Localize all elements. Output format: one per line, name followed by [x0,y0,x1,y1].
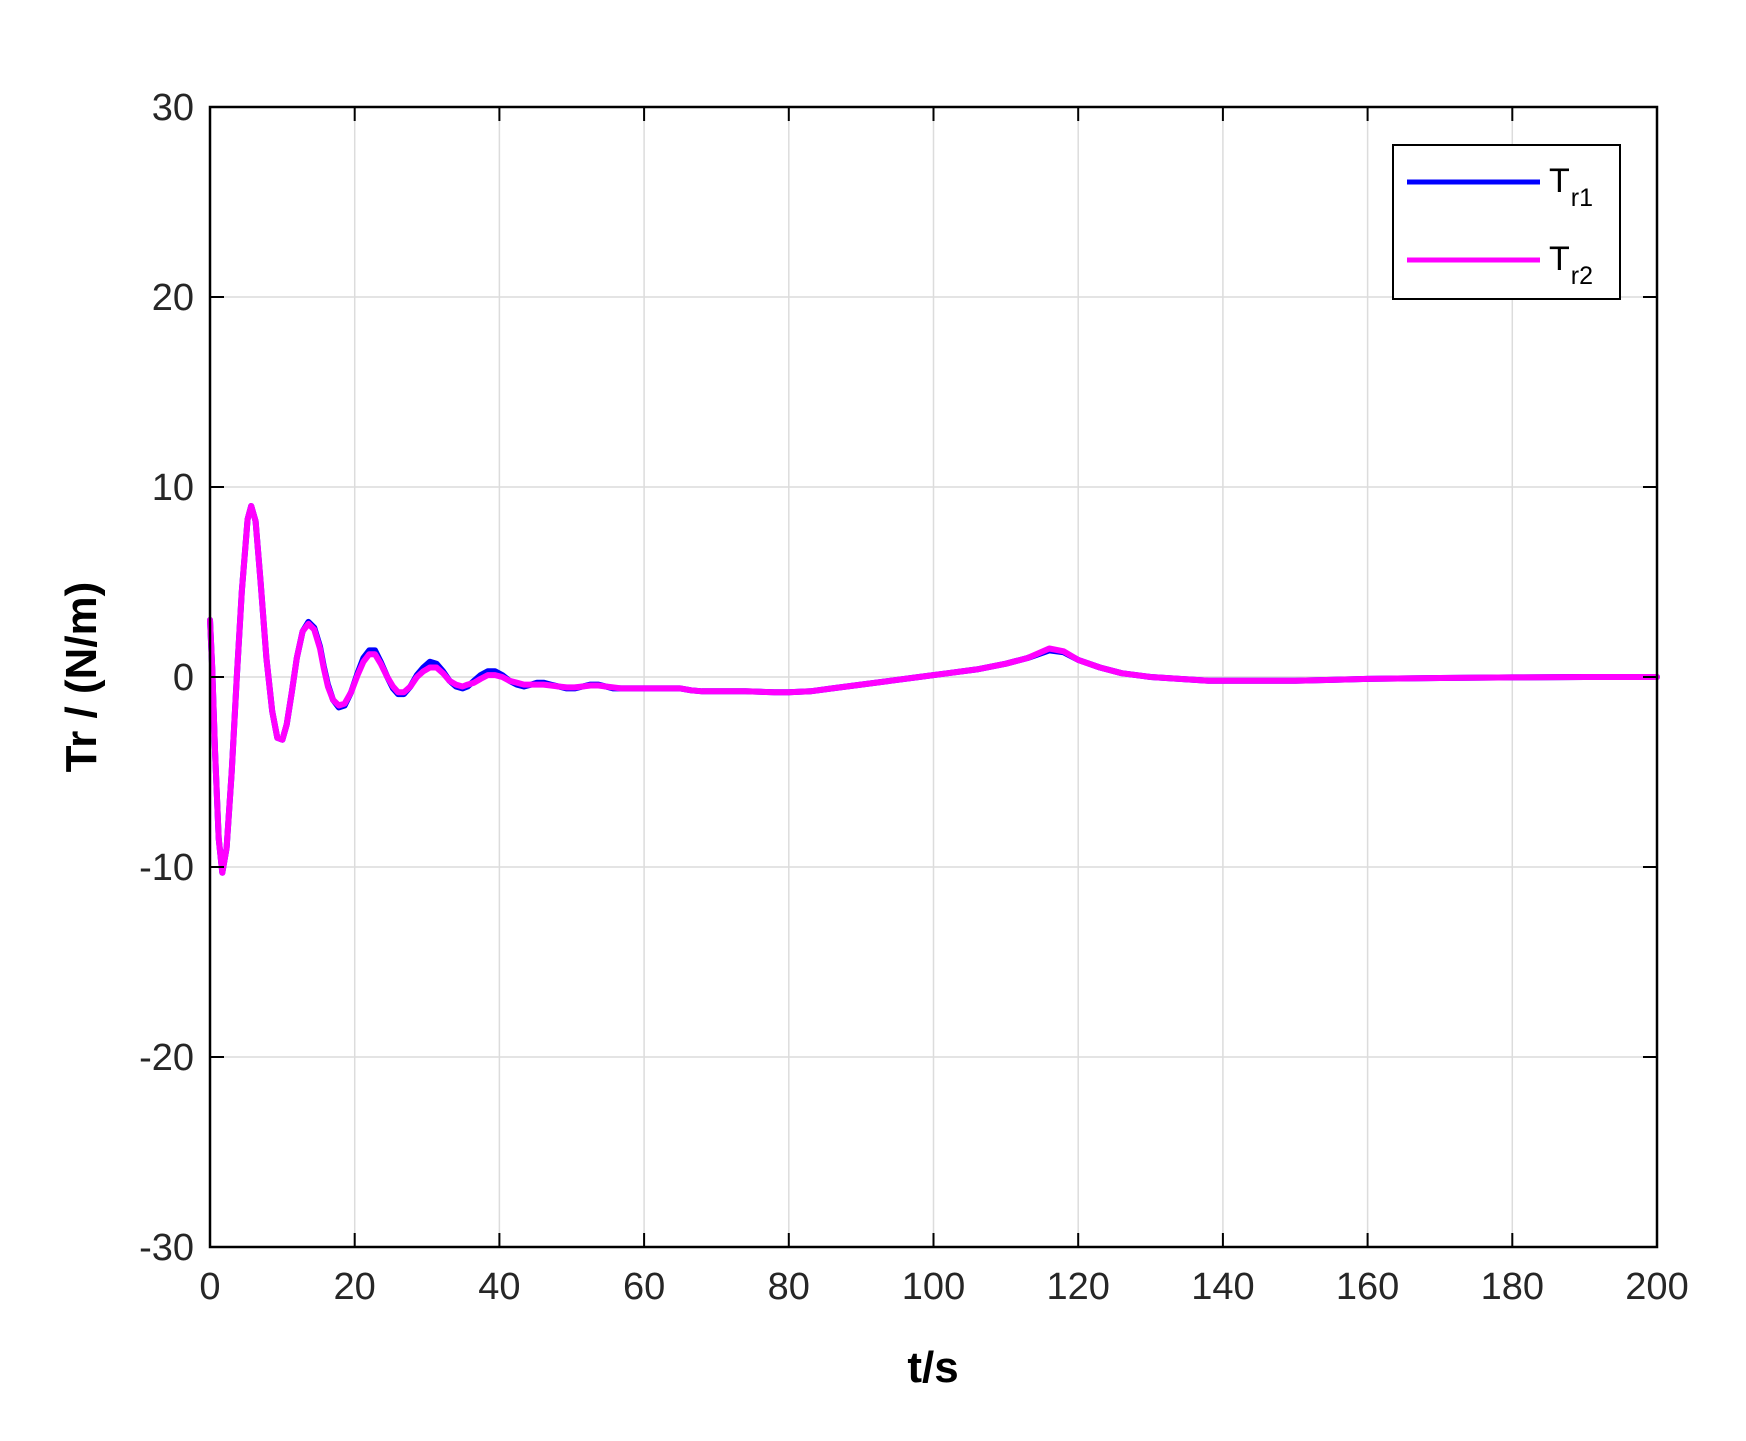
x-tick-label: 20 [334,1266,376,1308]
legend-label-tr1: Tr1 [1549,162,1593,212]
y-tick-label: 30 [152,87,194,129]
y-tick-label: -30 [139,1227,194,1269]
y-axis-title: Tr / (N/m) [57,582,106,773]
x-tick-label: 40 [478,1266,520,1308]
y-tick-label: 20 [152,277,194,319]
x-tick-label: 100 [902,1266,965,1308]
legend-box [1392,144,1621,300]
y-tick-label: 10 [152,467,194,509]
x-tick-label: 120 [1046,1266,1109,1308]
legend: Tr1 Tr2 [1392,144,1621,300]
legend-label-tr1-sub: r1 [1571,184,1593,212]
x-axis-title: t/s [907,1343,958,1392]
tick-labels: 0 20 40 60 80 100 120 140 160 180 200 -30 -20 -10 0 10 2… [139,87,1689,1308]
legend-label-tr2-base: T [1549,240,1570,278]
legend-label-tr1-base: T [1549,162,1570,200]
x-tick-label: 0 [199,1266,220,1308]
x-tick-label: 160 [1336,1266,1399,1308]
series-line-tr2 [207,503,1660,876]
x-tick-label: 180 [1481,1266,1544,1308]
legend-label-tr2-sub: r2 [1571,262,1593,290]
x-tick-label: 200 [1625,1266,1688,1308]
series-layer [207,503,1660,876]
legend-label-tr2: Tr2 [1549,240,1593,290]
x-tick-label: 80 [768,1266,810,1308]
x-tick-label: 140 [1191,1266,1254,1308]
y-tick-label: 0 [173,657,194,699]
x-tick-label: 60 [623,1266,665,1308]
y-tick-label: -20 [139,1037,194,1079]
y-tick-label: -10 [139,847,194,889]
tick-marks [209,106,1658,1248]
